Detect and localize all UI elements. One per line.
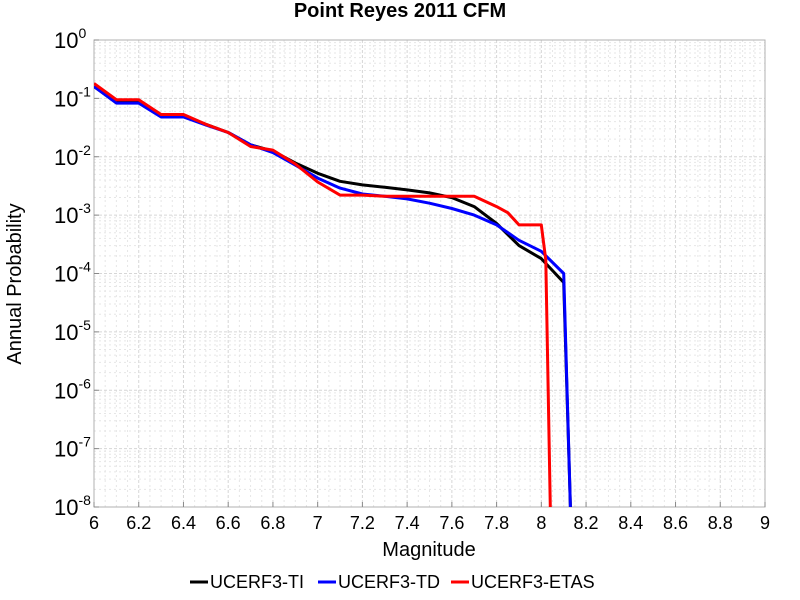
x-tick-label: 7	[313, 513, 323, 533]
grid-lines	[93, 39, 766, 508]
x-tick-label: 8.6	[663, 513, 688, 533]
legend: UCERF3-TI UCERF3-TD UCERF3-ETAS	[190, 572, 595, 592]
y-axis-ticks: 100 10-1 10-2 10-3 10-4 10-5 10-6 10-7 10-8	[54, 25, 99, 520]
x-axis-label: Magnitude	[382, 539, 475, 561]
x-tick-label: 7.6	[439, 513, 464, 533]
y-tick-label: 10-2	[54, 142, 91, 170]
series-layer	[94, 82, 572, 507]
y-tick-label: 10-1	[54, 83, 91, 111]
y-tick-label: 10-6	[54, 375, 91, 403]
x-tick-label: 7.4	[395, 513, 420, 533]
x-tick-label: 6.2	[126, 513, 151, 533]
y-tick-label: 10-7	[54, 434, 91, 462]
legend-label: UCERF3-ETAS	[471, 572, 595, 592]
y-tick-label: 10-5	[54, 317, 91, 345]
y-axis-label: Annual Probability	[4, 203, 26, 364]
x-tick-label: 6.8	[260, 513, 285, 533]
legend-label: UCERF3-TI	[210, 572, 304, 592]
x-tick-label: 6.4	[171, 513, 196, 533]
x-tick-label: 8.4	[618, 513, 643, 533]
y-tick-label: 10-8	[54, 492, 91, 520]
legend-label: UCERF3-TD	[338, 572, 440, 592]
x-tick-label: 8.2	[574, 513, 599, 533]
chart-title: Point Reyes 2011 CFM	[294, 0, 506, 22]
x-tick-label: 8	[536, 513, 546, 533]
x-tick-label: 7.2	[350, 513, 375, 533]
y-tick-label: 10-3	[54, 200, 91, 228]
series-line-ucerf3-td	[94, 85, 572, 507]
x-tick-label: 6	[89, 513, 99, 533]
x-tick-label: 7.8	[484, 513, 509, 533]
y-tick-label: 10-4	[54, 259, 91, 287]
x-axis-ticks: 6 6.2 6.4 6.6 6.8 7 7.2 7.4 7.6 7.8 8 8.2 8.4 8.6 8.8 9	[89, 502, 770, 533]
series-line-ucerf3-etas	[94, 82, 552, 507]
x-tick-label: 8.8	[708, 513, 733, 533]
x-tick-label: 9	[760, 513, 770, 533]
y-tick-label: 100	[54, 25, 86, 53]
x-tick-label: 6.6	[216, 513, 241, 533]
